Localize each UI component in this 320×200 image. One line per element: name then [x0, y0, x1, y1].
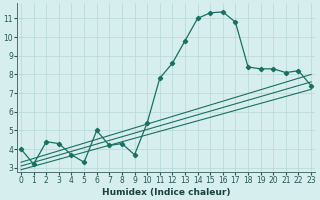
X-axis label: Humidex (Indice chaleur): Humidex (Indice chaleur) [102, 188, 230, 197]
